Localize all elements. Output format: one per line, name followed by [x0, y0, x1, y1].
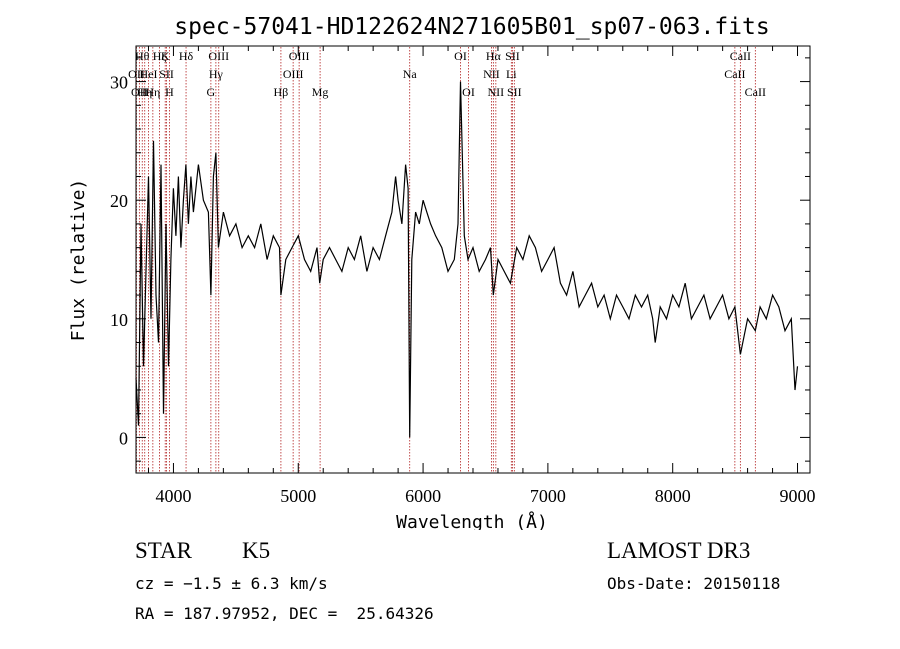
line-label: Hα: [486, 49, 502, 63]
line-label: CaII: [724, 67, 745, 81]
y-tick-label: 20: [110, 191, 128, 211]
line-label: CaII: [745, 85, 766, 99]
line-label: Na: [403, 67, 418, 81]
line-label: Hγ: [209, 67, 224, 81]
line-label: SII: [507, 85, 522, 99]
line-label: Hη: [145, 85, 160, 99]
line-markers: [136, 47, 756, 472]
x-tick-label: 4000: [155, 486, 191, 506]
line-label: Hδ: [179, 49, 194, 63]
y-tick-label: 0: [119, 428, 128, 448]
line-label: G: [207, 85, 216, 99]
obs-date: Obs-Date: 20150118: [607, 574, 781, 593]
object-class: STAR: [135, 538, 192, 563]
line-label: OI: [462, 85, 475, 99]
line-label: Hβ: [274, 85, 289, 99]
line-label: HeI: [139, 67, 157, 81]
spectrum-chart: spec-57041-HD122624N271605B01_sp07-063.f…: [68, 14, 816, 530]
line-label: SII: [159, 67, 174, 81]
x-tick-label: 5000: [280, 486, 316, 506]
y-axis-label: Flux (relative): [68, 179, 89, 342]
line-label: NII: [488, 85, 505, 99]
line-label: SII: [505, 49, 520, 63]
line-label: Hζ: [153, 49, 167, 63]
line-label: CaII: [730, 49, 751, 63]
line-label: H: [165, 85, 174, 99]
line-label: OII: [131, 85, 148, 99]
y-tick-label: 30: [110, 73, 128, 93]
line-label: Hη: [137, 85, 152, 99]
y-tick-label: 10: [110, 310, 128, 330]
line-labels: OIIOIIHθHηHeIHηHζKSIIHHδGHγOIIIHβOIIIOII…: [128, 49, 766, 99]
x-axis-label: Wavelength (Å): [396, 511, 548, 530]
x-tick-label: 9000: [780, 486, 816, 506]
line-label: Mg: [312, 85, 329, 99]
x-tick-label: 8000: [655, 486, 691, 506]
spectrum-line: [135, 81, 799, 438]
line-label: NII: [483, 67, 500, 81]
line-label: Li: [506, 67, 517, 81]
line-label: OI: [454, 49, 467, 63]
line-label: OIII: [289, 49, 310, 63]
ra-dec: RA = 187.97952, DEC = 25.64326: [135, 604, 434, 623]
line-label: OIII: [283, 67, 304, 81]
chart-title: spec-57041-HD122624N271605B01_sp07-063.f…: [174, 14, 769, 40]
line-label: K: [161, 49, 170, 63]
line-label: Hθ: [135, 49, 150, 63]
redshift-cz: cz = −1.5 ± 6.3 km/s: [135, 574, 328, 593]
y-axis: 0 10 20 30: [110, 57, 810, 462]
x-tick-label: 7000: [530, 486, 566, 506]
x-axis: 4000 5000 6000 7000 8000 9000: [147, 46, 816, 506]
x-tick-label: 6000: [405, 486, 441, 506]
line-label: OIII: [208, 49, 229, 63]
plot-frame: [135, 45, 811, 474]
survey-name: LAMOST DR3: [607, 538, 751, 563]
object-subclass: K5: [242, 538, 271, 563]
